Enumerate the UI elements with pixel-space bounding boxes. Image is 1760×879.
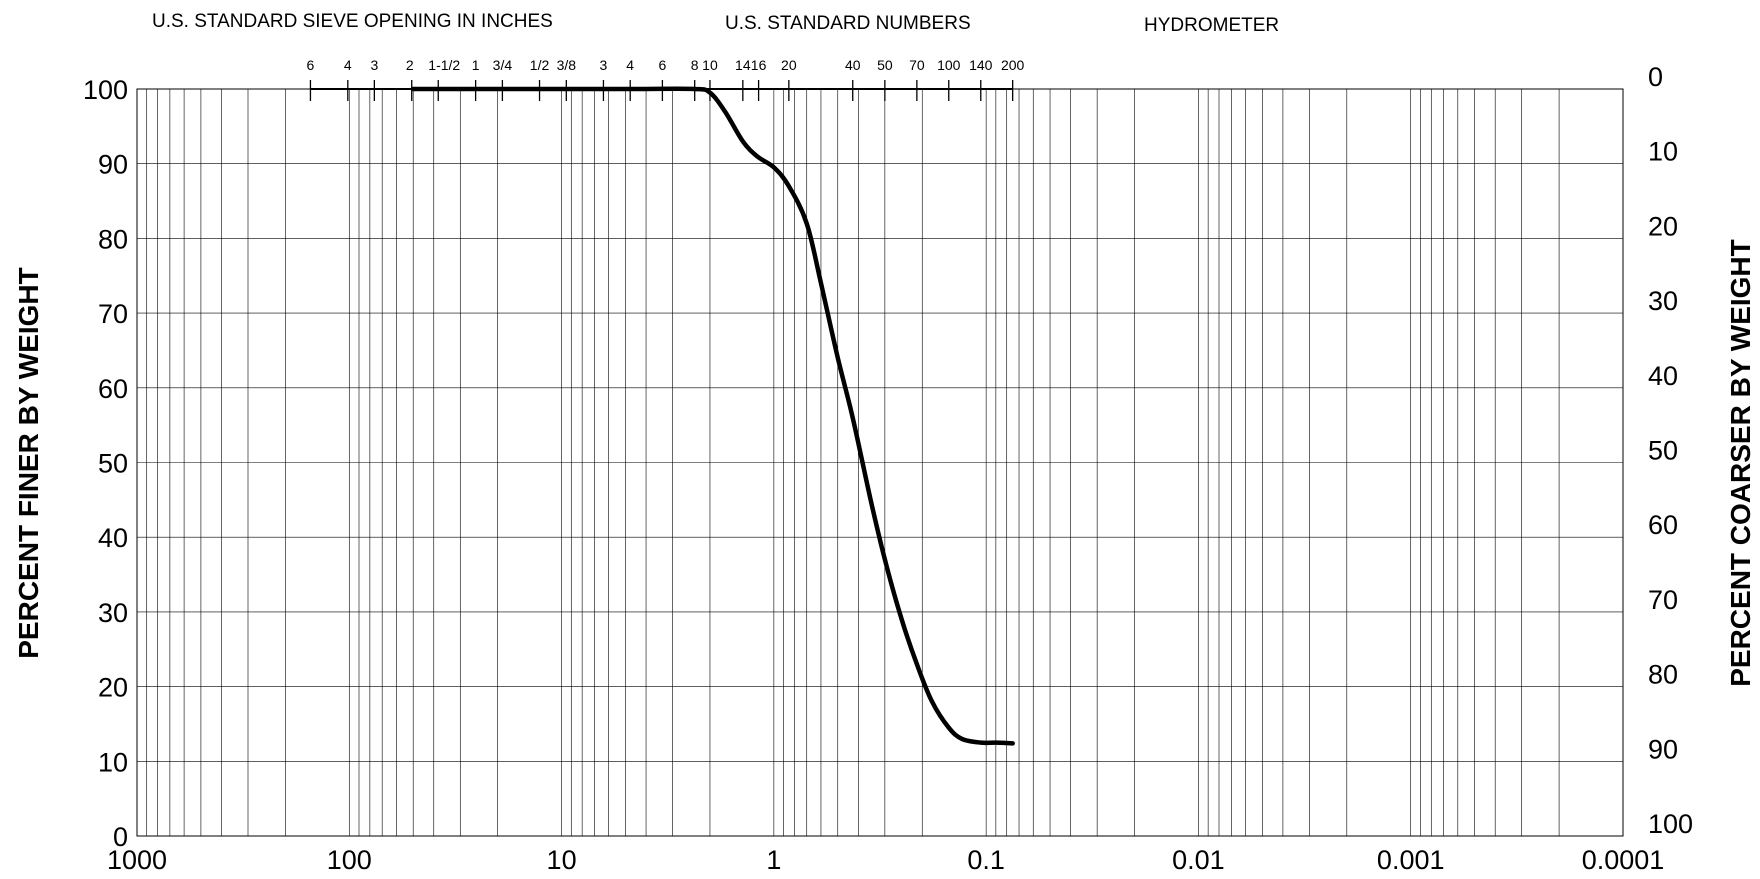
- x-tick-label: 0.001: [1377, 845, 1445, 875]
- sieve-label: 4: [626, 57, 634, 73]
- y-tick-label-left: 70: [98, 299, 128, 329]
- sieve-label: 4: [344, 57, 352, 73]
- sieve-label: 3: [600, 57, 608, 73]
- header-sieve-inches: U.S. STANDARD SIEVE OPENING IN INCHES: [152, 11, 553, 32]
- header-standard-numbers: U.S. STANDARD NUMBERS: [725, 13, 971, 34]
- y-tick-label-left: 0: [113, 822, 128, 852]
- sieve-label: 200: [1001, 57, 1025, 73]
- gradation-curve: [410, 86, 1015, 746]
- sieve-label: 6: [307, 57, 315, 73]
- y-axis-label-left: PERCENT FINER BY WEIGHT: [13, 267, 44, 659]
- y-tick-label-left: 20: [98, 673, 128, 703]
- sieve-label: 100: [937, 57, 961, 73]
- y-tick-label-right: 50: [1648, 436, 1678, 466]
- y-tick-label-right: 30: [1648, 286, 1678, 316]
- sieve-label: 2: [406, 57, 414, 73]
- sieve-label: 14: [735, 57, 751, 73]
- x-tick-label: 1000: [107, 845, 167, 875]
- y-tick-label-right: 20: [1648, 211, 1678, 241]
- sieve-label: 3: [370, 57, 378, 73]
- y-tick-label-left: 40: [98, 523, 128, 553]
- sieve-label: 70: [909, 57, 925, 73]
- y-tick-label-right: 80: [1648, 660, 1678, 690]
- x-tick-label: 0.01: [1172, 845, 1225, 875]
- y-axis-label-right: PERCENT COARSER BY WEIGHT: [1725, 239, 1756, 687]
- x-tick-label: 0.1: [967, 845, 1005, 875]
- sieve-markers: 6 4 3 2 1-1/2 1 3/4 1/2 3/8 3 4 6 8 10 14 16 20 40 50 70 100…: [307, 57, 1025, 101]
- y-tick-label-right: 40: [1648, 361, 1678, 391]
- x-tick-label: 100: [327, 845, 372, 875]
- y-tick-label-left: 60: [98, 374, 128, 404]
- sieve-label: 10: [702, 57, 718, 73]
- sieve-label: 1/2: [530, 57, 550, 73]
- x-tick-label: 10: [547, 845, 577, 875]
- sieve-label: 3/4: [493, 57, 513, 73]
- header-hydrometer: HYDROMETER: [1144, 15, 1279, 36]
- y-tick-label-right: 70: [1648, 585, 1678, 615]
- y-tick-label-left: 30: [98, 598, 128, 628]
- y-tick-label-left: 90: [98, 150, 128, 180]
- y-tick-label-right: 90: [1648, 734, 1678, 764]
- sieve-label: 140: [969, 57, 993, 73]
- sieve-label: 6: [658, 57, 666, 73]
- y-tick-label-right: 100: [1648, 809, 1693, 839]
- sieve-label: 16: [751, 57, 767, 73]
- sieve-label: 1-1/2: [428, 57, 460, 73]
- y-tick-label-left: 80: [98, 224, 128, 254]
- sieve-label: 50: [877, 57, 893, 73]
- y-tick-label-right: 10: [1648, 137, 1678, 167]
- x-tick-label: 0.0001: [1582, 845, 1665, 875]
- y-tick-label-left: 10: [98, 747, 128, 777]
- gridlines: [137, 89, 1623, 836]
- sieve-label: 3/8: [557, 57, 577, 73]
- x-tick-label: 1: [766, 845, 781, 875]
- sieve-label: 40: [845, 57, 861, 73]
- tick-labels: 1000 100 10 1 0.1 0.01 0.001 0.0001010203040506…: [83, 62, 1693, 875]
- sieve-label: 1: [472, 57, 480, 73]
- y-tick-label-left: 50: [98, 449, 128, 479]
- sieve-label: 8: [691, 57, 699, 73]
- y-tick-label-right: 0: [1648, 62, 1663, 92]
- y-tick-label-right: 60: [1648, 510, 1678, 540]
- y-tick-label-left: 100: [83, 75, 128, 105]
- sieve-label: 20: [781, 57, 797, 73]
